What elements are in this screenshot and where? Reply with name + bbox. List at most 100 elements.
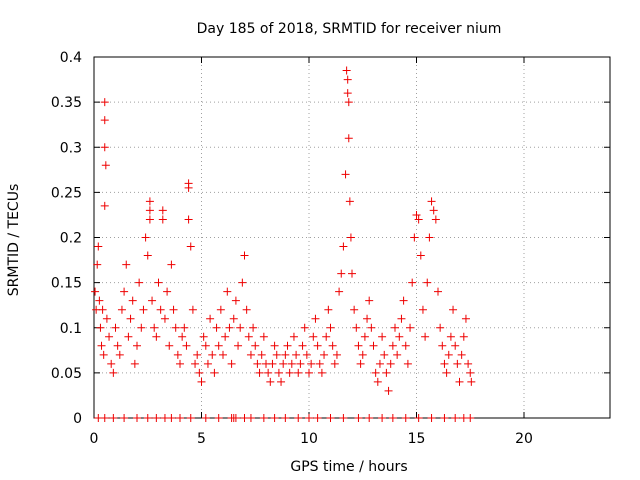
data-point <box>238 278 247 287</box>
data-point <box>167 260 176 269</box>
data-point <box>459 332 468 341</box>
data-point <box>152 414 161 422</box>
data-point <box>378 332 387 341</box>
data-point <box>360 332 369 341</box>
data-point <box>109 414 118 422</box>
data-point <box>440 414 449 422</box>
data-point <box>186 242 195 251</box>
data-point <box>283 341 292 350</box>
data-point <box>184 183 193 192</box>
data-point <box>341 170 350 179</box>
data-point <box>326 414 335 422</box>
data-point <box>287 359 296 368</box>
data-point <box>444 350 453 359</box>
x-tick-label: 5 <box>197 431 206 447</box>
data-point <box>259 414 268 422</box>
data-point <box>111 323 120 332</box>
data-point <box>188 305 197 314</box>
data-point <box>100 98 109 107</box>
data-point <box>406 323 415 332</box>
data-point <box>266 377 275 386</box>
data-point <box>100 201 109 210</box>
data-point <box>302 350 311 359</box>
data-point <box>171 323 180 332</box>
data-point <box>143 251 152 260</box>
data-point <box>367 323 376 332</box>
data-point <box>201 341 210 350</box>
data-point <box>348 269 356 278</box>
data-point <box>176 359 184 368</box>
data-point <box>300 323 309 332</box>
data-point <box>442 368 451 377</box>
data-point <box>227 359 236 368</box>
data-point <box>251 341 260 350</box>
data-point <box>279 359 288 368</box>
data-point <box>343 75 352 84</box>
data-point <box>427 414 436 422</box>
data-point <box>339 414 348 422</box>
data-point <box>418 305 427 314</box>
data-point <box>403 359 412 368</box>
data-point <box>93 260 102 269</box>
data-point <box>180 323 189 332</box>
data-point <box>154 278 163 287</box>
data-point <box>391 323 399 332</box>
data-point <box>182 341 191 350</box>
data-point <box>427 197 436 206</box>
data-point <box>449 305 458 314</box>
data-point <box>344 134 353 143</box>
data-point <box>352 323 361 332</box>
data-point <box>363 314 372 323</box>
data-point <box>382 368 391 377</box>
data-point <box>397 314 406 323</box>
data-point <box>234 341 243 350</box>
data-point <box>434 287 442 296</box>
data-point <box>102 314 111 323</box>
data-point <box>231 414 240 422</box>
data-point <box>268 359 277 368</box>
data-point <box>257 350 266 359</box>
data-point <box>369 341 378 350</box>
data-point <box>309 332 318 341</box>
data-point <box>98 305 107 314</box>
data-point <box>148 296 157 305</box>
data-point <box>270 341 279 350</box>
data-point <box>344 98 353 107</box>
data-point <box>416 251 425 260</box>
data-point <box>229 314 238 323</box>
data-point <box>105 332 114 341</box>
data-point <box>214 414 223 422</box>
data-point <box>113 341 122 350</box>
data-point <box>178 332 187 341</box>
data-point <box>401 341 410 350</box>
data-point <box>143 414 152 422</box>
data-point <box>128 296 137 305</box>
data-point <box>423 278 432 287</box>
data-point <box>388 414 397 422</box>
y-axis-label: SRMTID / TECUs <box>6 184 22 297</box>
x-tick-label: 15 <box>408 431 426 447</box>
data-point <box>464 359 473 368</box>
data-point <box>95 296 104 305</box>
data-point <box>126 314 135 323</box>
data-point <box>150 323 159 332</box>
data-point <box>421 332 430 341</box>
data-point <box>281 350 290 359</box>
data-point <box>289 332 298 341</box>
data-point <box>193 350 202 359</box>
y-tick-label: 0.35 <box>51 95 82 111</box>
data-point <box>322 332 331 341</box>
data-point <box>101 161 110 170</box>
data-point <box>343 89 352 98</box>
data-point <box>236 323 245 332</box>
axis-ticks: 0 5 10 15 20 0 0.05 0.1 0.15 0.2 0.25 0.3 0.35 0.4 <box>51 50 610 447</box>
data-point <box>354 414 363 422</box>
data-points <box>91 66 476 422</box>
data-point <box>431 215 440 224</box>
y-tick-label: 0.4 <box>60 50 82 66</box>
data-point <box>176 414 184 422</box>
data-point <box>199 332 208 341</box>
data-point <box>457 350 466 359</box>
data-point <box>399 296 408 305</box>
